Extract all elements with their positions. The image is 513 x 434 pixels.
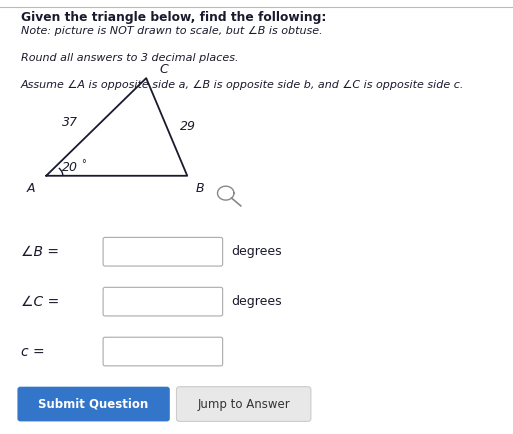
- Text: Jump to Answer: Jump to Answer: [198, 398, 290, 411]
- Text: °: °: [81, 159, 86, 169]
- Text: Round all answers to 3 decimal places.: Round all answers to 3 decimal places.: [21, 53, 238, 63]
- Text: Given the triangle below, find the following:: Given the triangle below, find the follo…: [21, 11, 326, 24]
- Text: Note: picture is NOT drawn to scale, but ∠B is obtuse.: Note: picture is NOT drawn to scale, but…: [21, 26, 322, 36]
- Text: degrees: degrees: [231, 295, 282, 308]
- Text: ∠C =: ∠C =: [21, 295, 59, 309]
- Text: Assume ∠A is opposite side a, ∠B is opposite side b, and ∠C is opposite side c.: Assume ∠A is opposite side a, ∠B is oppo…: [21, 80, 464, 90]
- Text: 37: 37: [62, 116, 77, 129]
- Text: 29: 29: [180, 121, 196, 133]
- Text: ∠B =: ∠B =: [21, 245, 58, 259]
- Text: c =: c =: [21, 345, 44, 358]
- Text: A: A: [27, 182, 35, 195]
- Text: B: B: [196, 182, 204, 195]
- Text: degrees: degrees: [231, 245, 282, 258]
- Text: C: C: [159, 63, 168, 76]
- FancyBboxPatch shape: [103, 237, 223, 266]
- FancyBboxPatch shape: [103, 337, 223, 366]
- FancyBboxPatch shape: [176, 387, 311, 421]
- Text: Submit Question: Submit Question: [38, 398, 149, 411]
- FancyBboxPatch shape: [17, 387, 170, 421]
- Text: 20: 20: [62, 161, 77, 174]
- FancyBboxPatch shape: [103, 287, 223, 316]
